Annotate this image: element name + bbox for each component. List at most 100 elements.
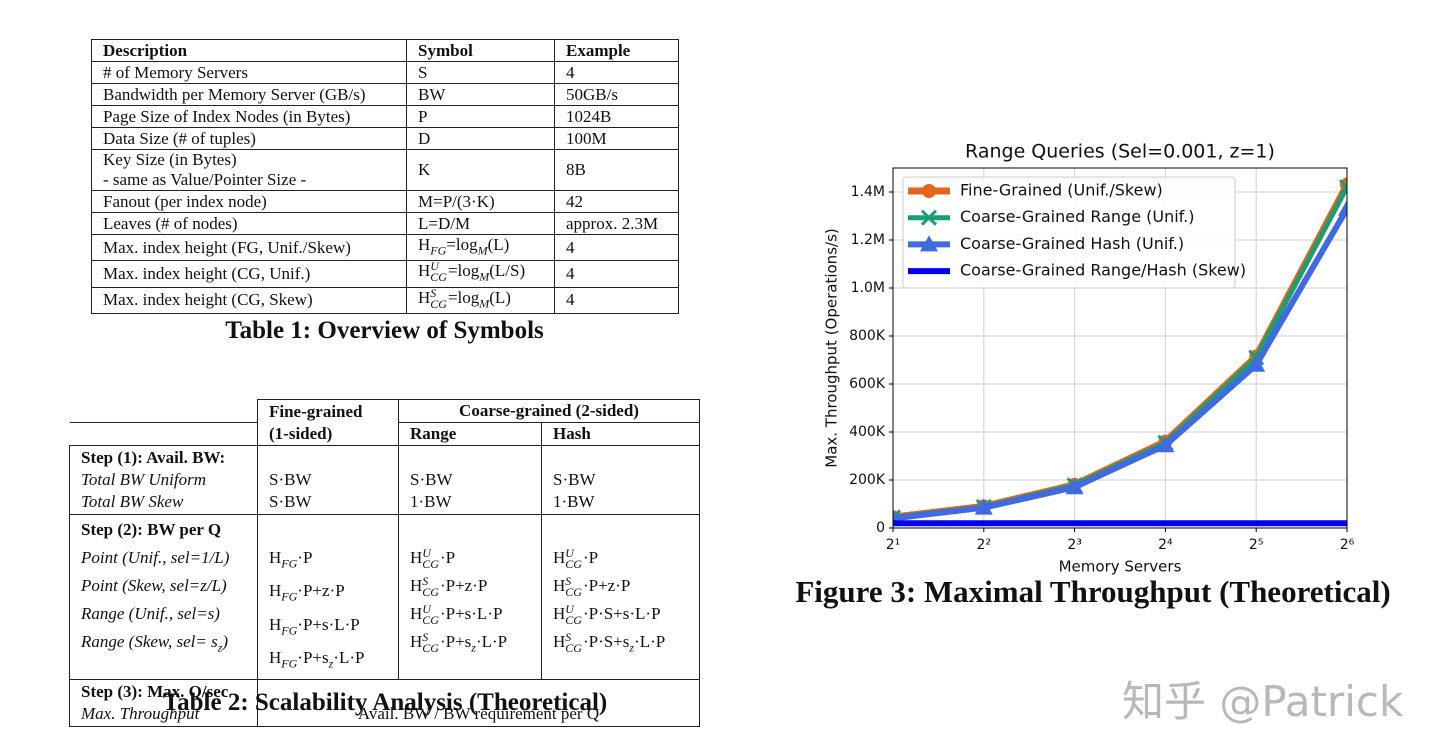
cell-line: - same as Value/Pointer Size - — [103, 170, 395, 190]
column-header: Hash — [541, 422, 700, 446]
table-cell: HFG=logM(L) — [406, 233, 555, 262]
symbols-table: Description Symbol Example # of Memory Serv… — [91, 39, 679, 315]
cell-text: ·L·P — [333, 648, 365, 668]
cell-line: S·BW — [269, 491, 387, 513]
column-header: Fine-grained (1-sided) — [257, 399, 399, 446]
chart-title: Range Queries (Sel=0.001, z=1) — [965, 141, 1275, 163]
header-row: Range Hash — [69, 422, 700, 446]
cell-text: Leaves (# of nodes) — [103, 213, 238, 233]
marker — [1338, 199, 1347, 216]
x-tick-label: 2³ — [1067, 537, 1082, 553]
cell-text: H — [418, 261, 431, 281]
table-cell: 4 — [554, 233, 679, 262]
cell-text: H — [410, 604, 423, 623]
spacer — [269, 516, 387, 544]
cell-line: S·BW — [269, 469, 387, 491]
blank-cell — [69, 422, 258, 446]
header-row: Fine-grained (1-sided) Coarse-grained (2-s… — [69, 399, 700, 446]
cell-text: H — [553, 632, 566, 651]
y-tick-label: 400K — [849, 424, 886, 440]
header-text: (1-sided) — [269, 423, 333, 443]
cell-text: H — [410, 576, 423, 595]
span-text: Avail. BW / BW requirement per Q — [357, 703, 600, 723]
cell-text: Key Size (in Bytes) — [103, 150, 237, 169]
x-tick-label: 2⁵ — [1249, 537, 1264, 553]
value-cell: H U CG ·P H S CG ·P+z·P H U CG ·P+s·L·P H S CG ·P+sz·L·… — [398, 514, 542, 680]
cell-text: (L) — [489, 287, 511, 307]
table-row: Max. index height (FG, Unif./Skew) HFG=lo… — [91, 233, 679, 262]
watermark: 知乎 @Patrick — [1122, 677, 1404, 726]
script-stack: U CG — [565, 547, 582, 570]
cell-line: H S CG ·P+z·P — [410, 572, 530, 600]
plot-frame — [892, 167, 1348, 529]
x-axis-label: Memory Servers — [1059, 558, 1182, 576]
table-cell: H S CG =logM(L) — [406, 286, 555, 315]
cell-text: 4 — [566, 237, 575, 257]
marker — [1156, 436, 1175, 453]
label-text: Total BW Skew — [81, 492, 184, 511]
subscript: z — [328, 656, 334, 671]
cell-text: ·P·S+s·L·P — [582, 604, 661, 623]
spacer — [410, 447, 530, 469]
y-tick-label: 600K — [849, 376, 886, 392]
cell-text: ·P+s — [439, 632, 472, 651]
table-cell: Page Size of Index Nodes (in Bytes) — [91, 105, 407, 128]
value-cell: H U CG ·P H S CG ·P+z·P H U CG ·P·S+s·L·P H S CG ·P·S+s… — [541, 514, 700, 680]
row-label: Max. Throughput — [81, 703, 246, 725]
legend-label: Fine-Grained (Unif./Skew) — [960, 181, 1163, 200]
cell-text: 4 — [566, 62, 575, 82]
cell-line: HFG·P — [269, 544, 387, 577]
table-cell: D — [406, 127, 555, 150]
cell-text: 8B — [566, 160, 586, 179]
cell-text: 4 — [566, 264, 575, 284]
cell-text: ·P+z·P — [439, 576, 488, 595]
cell-text: Max. index height (CG, Unif.) — [103, 264, 311, 284]
label-cell: Step (3): Max. Q/sec Max. Throughput — [69, 678, 258, 727]
label-cell: Step (2): BW per Q Point (Unif., sel=1/L)… — [69, 514, 258, 680]
table-cell: Max. index height (CG, Skew) — [91, 286, 407, 315]
script-stack: U CG — [422, 547, 439, 570]
y-tick-label: 1.2M — [851, 232, 885, 248]
subscript: CG — [422, 613, 439, 628]
column-header: Example — [554, 39, 679, 62]
subscript: CG — [422, 641, 439, 656]
script-stack: S CG — [565, 630, 582, 654]
legend-label: Coarse-Grained Range/Hash (Skew) — [960, 261, 1246, 280]
subscript: CG — [565, 585, 582, 600]
table-cell: # of Memory Servers — [91, 61, 407, 84]
cell-text: - same as Value/Pointer Size - — [103, 170, 307, 189]
label-text: Range (Unif., sel=s) — [81, 604, 220, 623]
cell-line: S·BW — [553, 469, 688, 491]
cell-line: HFG·P+sz·L·P — [269, 644, 387, 677]
section-row: Step (2): BW per Q Point (Unif., sel=1/L)… — [69, 514, 700, 680]
value-cell: S·BW 1·BW — [541, 445, 700, 515]
script-stack: U CG — [430, 260, 447, 283]
script-stack: U CG — [565, 603, 582, 628]
table-row: Bandwidth per Memory Server (GB/s) BW 50GB… — [91, 83, 679, 106]
subscript: FG — [281, 656, 298, 671]
cell-text: (L/S) — [489, 261, 526, 281]
script-stack: S CG — [430, 287, 447, 311]
cell-text: 4 — [566, 290, 575, 310]
cell-text: Max. index height (FG, Unif./Skew) — [103, 237, 351, 257]
table-cell: 42 — [554, 190, 679, 213]
step-title: Step (3): Max. Q/sec — [81, 681, 229, 701]
table-row: # of Memory Servers S 4 — [91, 61, 679, 84]
table-cell: BW — [406, 83, 555, 106]
cell-text: ·L·P — [634, 632, 666, 651]
cell-text: 1·BW — [410, 492, 452, 511]
cell-text: Data Size (# of tuples) — [103, 128, 256, 148]
subscript: CG — [430, 296, 447, 311]
cell-line: 1·BW — [553, 491, 688, 513]
cell-line: H U CG ·P — [410, 544, 530, 572]
superscript: S — [565, 630, 572, 645]
column-header: Coarse-grained (2-sided) — [398, 399, 700, 423]
row-label: Point (Skew, sel=z/L) — [81, 572, 246, 600]
subscript: M — [479, 296, 490, 311]
cell-text: H — [418, 287, 431, 307]
cell-text: ·P — [297, 548, 313, 567]
table-cell: S — [406, 61, 555, 84]
cell-text: H — [410, 632, 423, 651]
table-row: Data Size (# of tuples) D 100M — [91, 127, 679, 150]
subscript: CG — [565, 613, 582, 628]
